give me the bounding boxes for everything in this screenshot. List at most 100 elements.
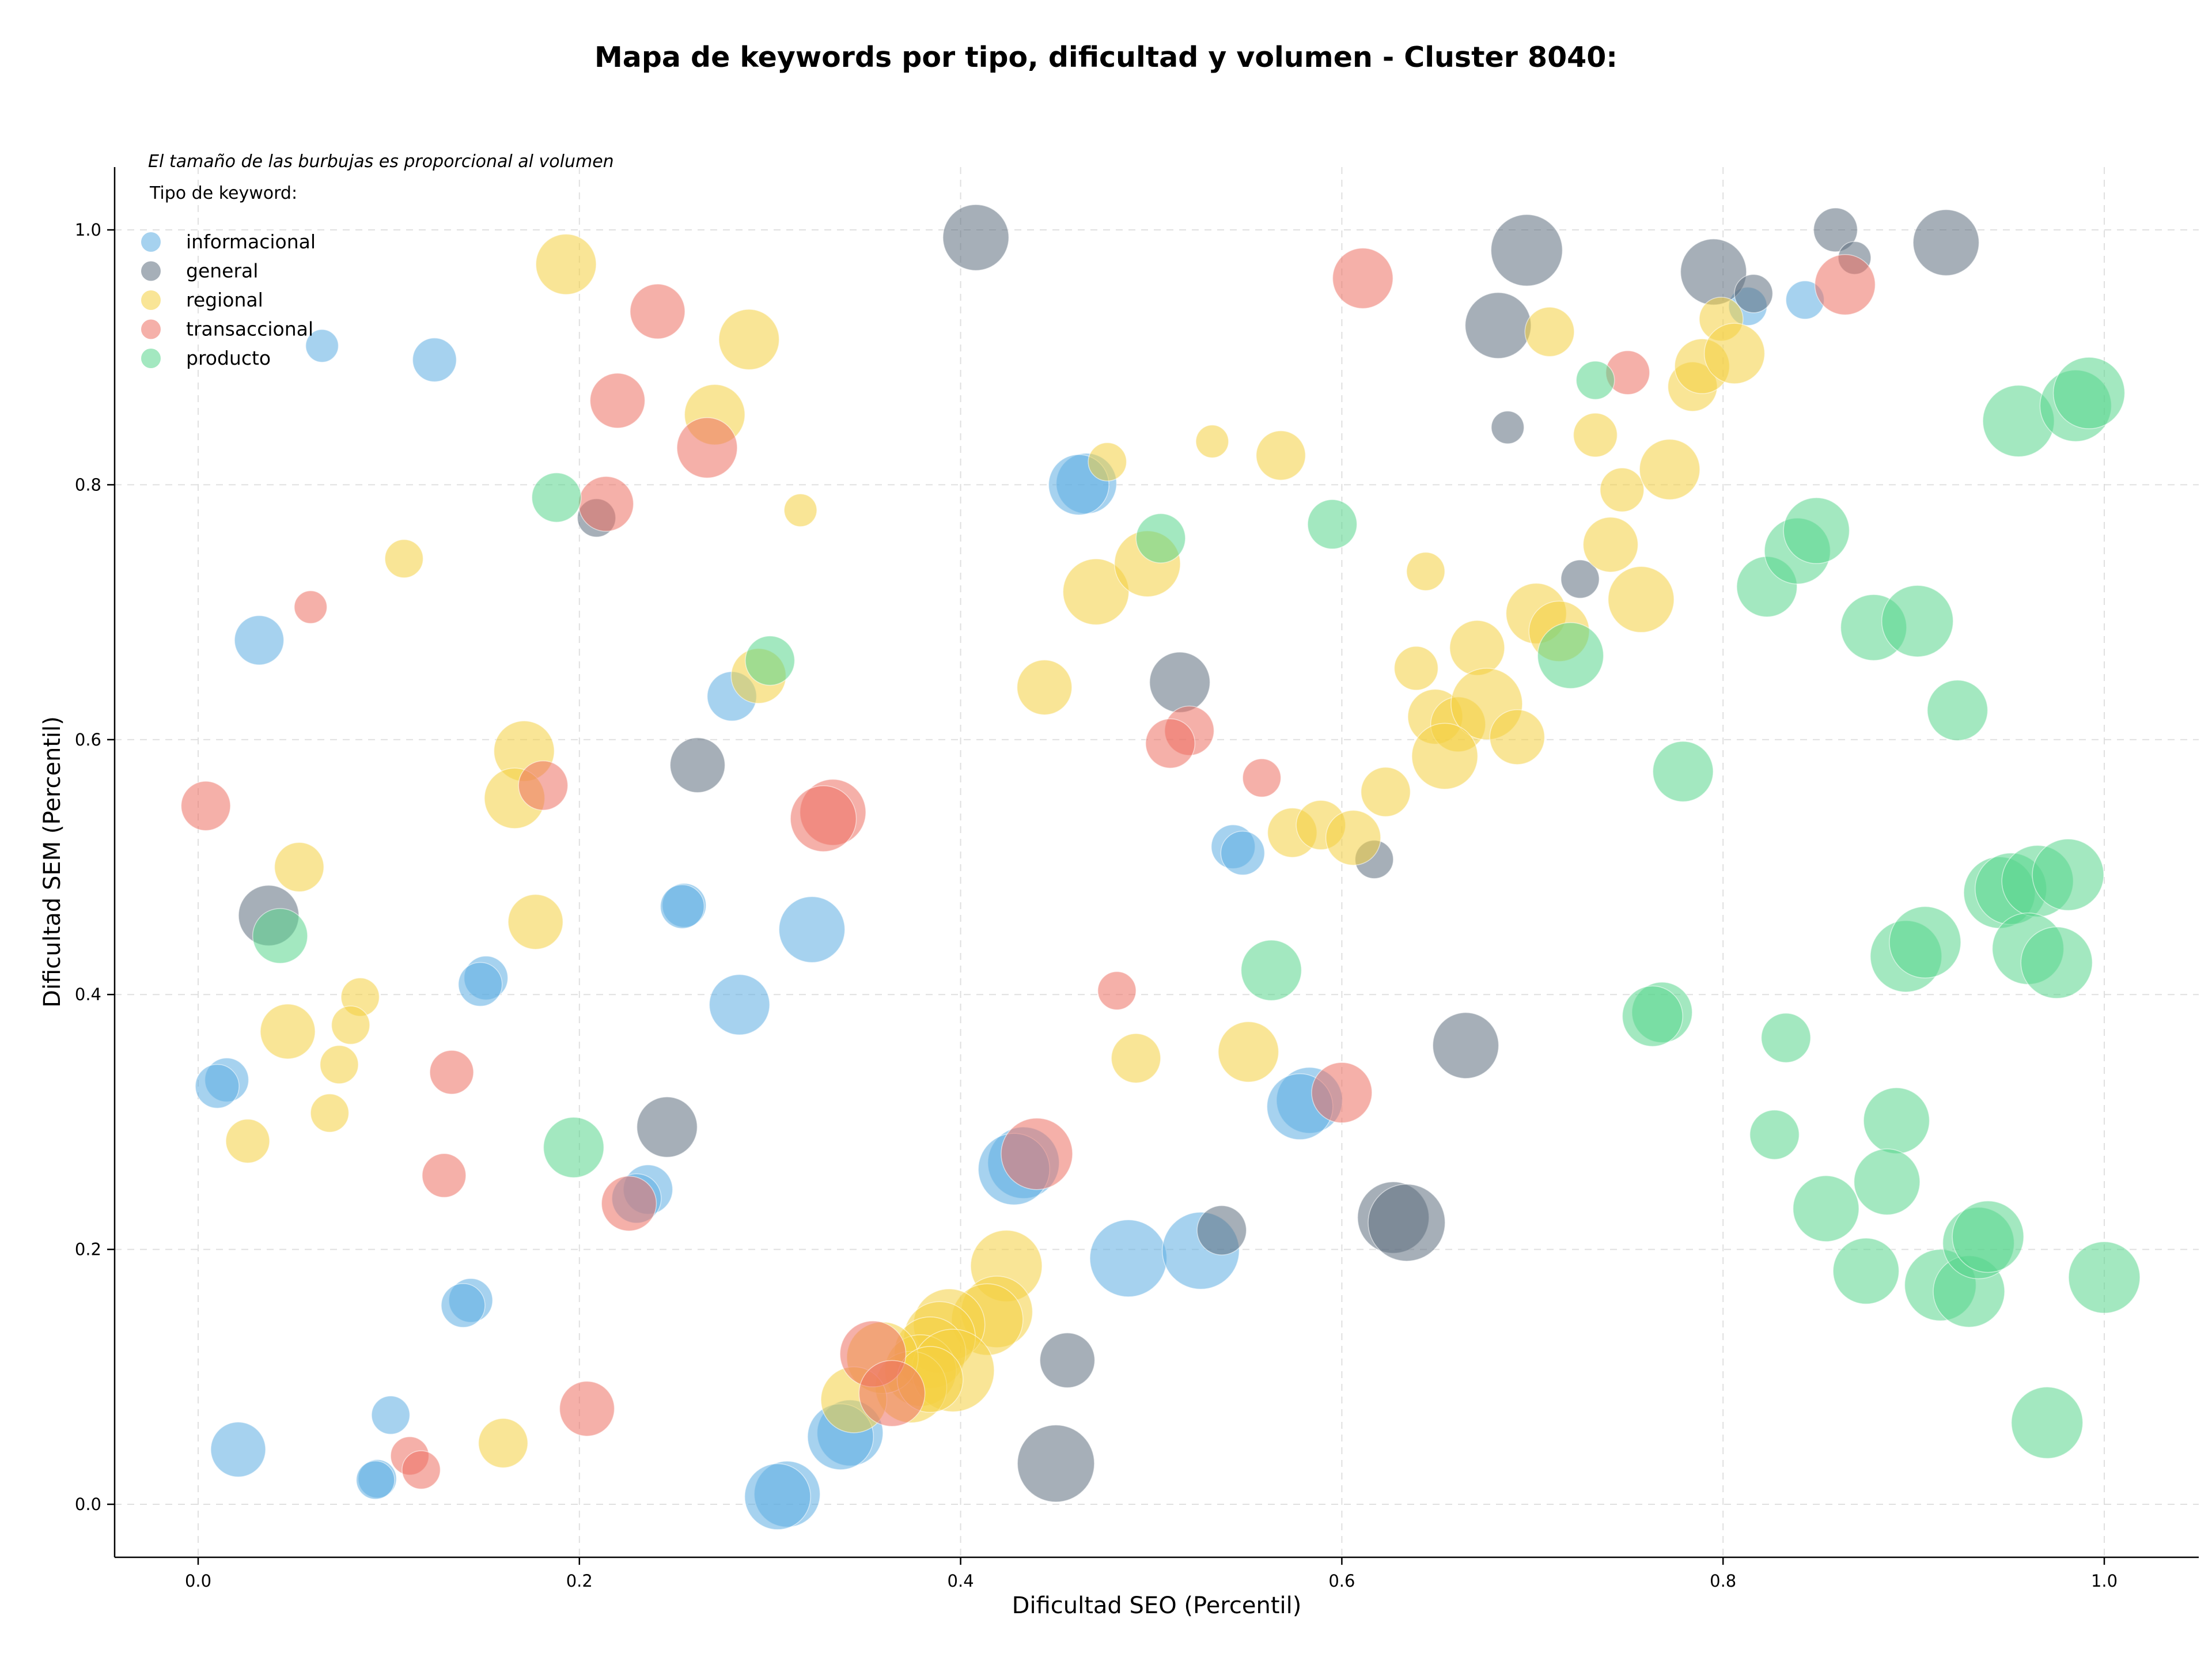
x-tick-label: 0.6 <box>1328 1571 1355 1591</box>
bubble-transaccional <box>1332 247 1393 309</box>
bubble-informacional <box>709 974 770 1036</box>
bubble-regional <box>260 1003 316 1060</box>
bubble-producto <box>2020 926 2093 999</box>
bubble-informacional <box>210 1421 266 1478</box>
bubble-transaccional <box>402 1450 441 1490</box>
bubble-transaccional <box>559 1380 615 1437</box>
bubble-general <box>1490 214 1563 287</box>
bubble-transaccional <box>578 476 634 532</box>
bubble-transaccional <box>1097 971 1137 1011</box>
bubble-producto <box>1952 1200 2024 1273</box>
bubble-general <box>1368 1183 1446 1262</box>
bubble-transaccional <box>180 781 231 831</box>
bubble-regional <box>783 493 817 527</box>
bubble-regional <box>1016 659 1073 716</box>
bubble-regional <box>1607 566 1675 633</box>
bubble-producto <box>543 1117 605 1178</box>
bubble-producto <box>1881 585 1954 657</box>
bubble-regional <box>1393 646 1439 691</box>
x-axis-label: Dificultad SEO (Percentil) <box>1012 1592 1302 1619</box>
bubble-transaccional <box>601 1175 657 1232</box>
bubble-informacional <box>1089 1219 1168 1297</box>
legend-label: regional <box>186 289 263 311</box>
bubble-regional <box>384 539 424 578</box>
bubble-producto <box>2052 357 2126 429</box>
bubble-producto <box>1863 1087 1930 1155</box>
bubble-regional <box>1489 709 1546 765</box>
x-tick-label: 0.0 <box>185 1571 211 1591</box>
bubble-general <box>1912 209 1980 277</box>
bubble-regional <box>1600 467 1645 512</box>
bubble-informacional <box>371 1395 411 1435</box>
legend-item-regional: regional <box>141 289 263 311</box>
bubble-transaccional <box>1814 253 1876 316</box>
bubble-producto <box>2032 838 2104 911</box>
bubble-producto <box>1792 1175 1859 1242</box>
legend-item-transaccional: transaccional <box>141 318 313 340</box>
legend-label: producto <box>186 347 271 369</box>
bubble-informacional <box>457 962 503 1007</box>
bubble-regional <box>1255 430 1306 481</box>
bubble-producto <box>1307 499 1358 550</box>
bubble-general <box>1813 207 1858 252</box>
bubble-producto <box>1652 740 1714 803</box>
bubble-general <box>1039 1332 1096 1388</box>
bubble-regional <box>507 894 564 950</box>
chart-title: Mapa de keywords por tipo, dificultad y … <box>594 41 1618 74</box>
bubble-regional <box>1195 425 1229 459</box>
bubble-transaccional <box>518 760 569 811</box>
legend: informacional general regional transacciona… <box>141 230 316 369</box>
bubble-regional <box>1411 722 1479 790</box>
bubble-general <box>1491 410 1525 445</box>
bubble-regional <box>1111 1033 1161 1084</box>
legend-marker <box>141 349 161 368</box>
legend-label: transaccional <box>186 318 313 340</box>
bubble-transaccional <box>1145 718 1196 769</box>
bubble-producto <box>1240 940 1302 1001</box>
series-producto <box>252 357 2141 1459</box>
bubble-producto <box>2010 1386 2084 1459</box>
legend-label: informacional <box>186 230 316 253</box>
bubble-transaccional <box>676 417 738 479</box>
bubble-producto <box>1889 906 1961 979</box>
bubble-producto <box>1760 1012 1811 1063</box>
bubble-regional <box>1062 558 1130 626</box>
bubble-regional <box>1218 1021 1279 1083</box>
bubble-producto <box>252 908 308 964</box>
y-tick-label: 0.0 <box>75 1494 101 1514</box>
bubble-producto <box>1853 1148 1921 1216</box>
axis-ticks: 0.0 0.2 0.4 0.6 0.8 1.0 0.0 0.2 0.4 0.6 0.8 1.0 <box>75 220 2118 1591</box>
bubble-transaccional <box>858 1360 926 1427</box>
bubble-producto <box>2068 1241 2141 1314</box>
bubble-producto <box>1749 1109 1800 1160</box>
x-tick-label: 1.0 <box>2091 1571 2118 1591</box>
bubble-general <box>1734 274 1774 313</box>
bubble-informacional <box>1220 830 1266 876</box>
bubble-informacional <box>355 1461 395 1500</box>
bubble-regional <box>1088 442 1127 482</box>
bubble-general <box>1196 1205 1247 1255</box>
bubble-transaccional <box>422 1153 467 1198</box>
bubble-general <box>636 1096 698 1158</box>
series-general <box>238 204 1980 1503</box>
bubble-transaccional <box>790 785 857 852</box>
bubble-informacional <box>305 329 339 363</box>
legend-marker <box>141 261 161 281</box>
bubble-informacional <box>744 1463 811 1530</box>
bubble-producto <box>1832 1238 1900 1305</box>
bubble-producto <box>531 472 582 523</box>
size-note: El tamaño de las burbujas es proporciona… <box>148 152 614 172</box>
x-tick-label: 0.2 <box>566 1571 593 1591</box>
bubble-transaccional <box>1242 758 1282 798</box>
bubble-regional <box>718 309 780 370</box>
bubble-general <box>669 737 726 793</box>
bubble-producto <box>1135 513 1186 563</box>
bubble-producto <box>1575 361 1615 400</box>
legend-marker <box>141 319 161 339</box>
legend-label: general <box>186 260 258 282</box>
bubble-informacional <box>441 1283 486 1328</box>
bubble-general <box>1017 1424 1095 1503</box>
legend-marker <box>141 232 161 252</box>
bubble-regional <box>310 1093 350 1133</box>
